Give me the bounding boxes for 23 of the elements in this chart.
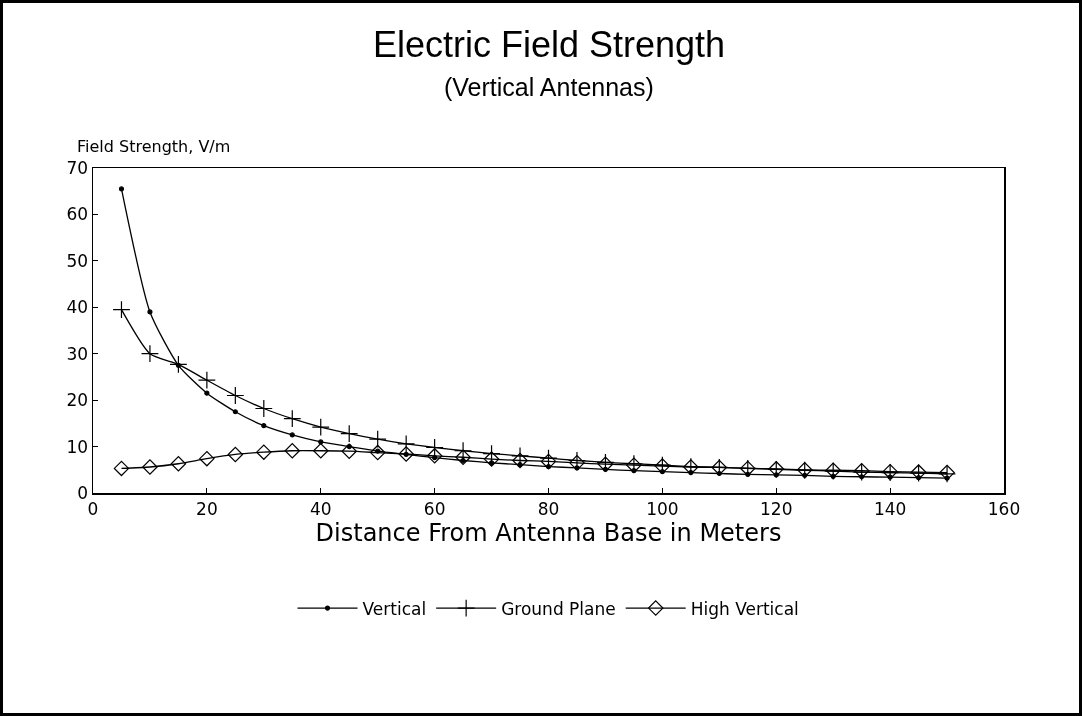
x-tick-label: 140: [873, 498, 907, 519]
y-tick-label: 20: [66, 390, 89, 411]
legend-label: High Vertical: [690, 598, 799, 619]
x-tick-label: 100: [646, 498, 679, 519]
y-tick-label: 30: [66, 343, 89, 364]
x-tick-label: 40: [309, 498, 332, 519]
y-axis-title: Field Strength, V/m: [77, 137, 231, 156]
y-tick-label: 10: [66, 436, 89, 457]
y-tick-label: 60: [66, 204, 89, 225]
y-tick-label: 40: [66, 297, 89, 318]
x-tick-label: 120: [760, 498, 793, 519]
legend-label: Ground Plane: [501, 598, 616, 619]
y-tick-label: 50: [66, 250, 89, 271]
x-tick-label: 20: [196, 498, 218, 519]
x-tick-label: 80: [537, 498, 560, 519]
chart-title: Electric Field Strength: [373, 24, 726, 65]
y-tick-label: 70: [66, 157, 89, 178]
y-tick-label: 0: [77, 482, 89, 503]
legend-label: Vertical: [362, 598, 427, 619]
x-tick-label: 160: [987, 498, 1021, 519]
x-tick-label: 60: [423, 498, 446, 519]
chart-subtitle: (Vertical Antennas): [444, 73, 654, 101]
x-axis-title: Distance From Antenna Base in Meters: [315, 518, 782, 547]
